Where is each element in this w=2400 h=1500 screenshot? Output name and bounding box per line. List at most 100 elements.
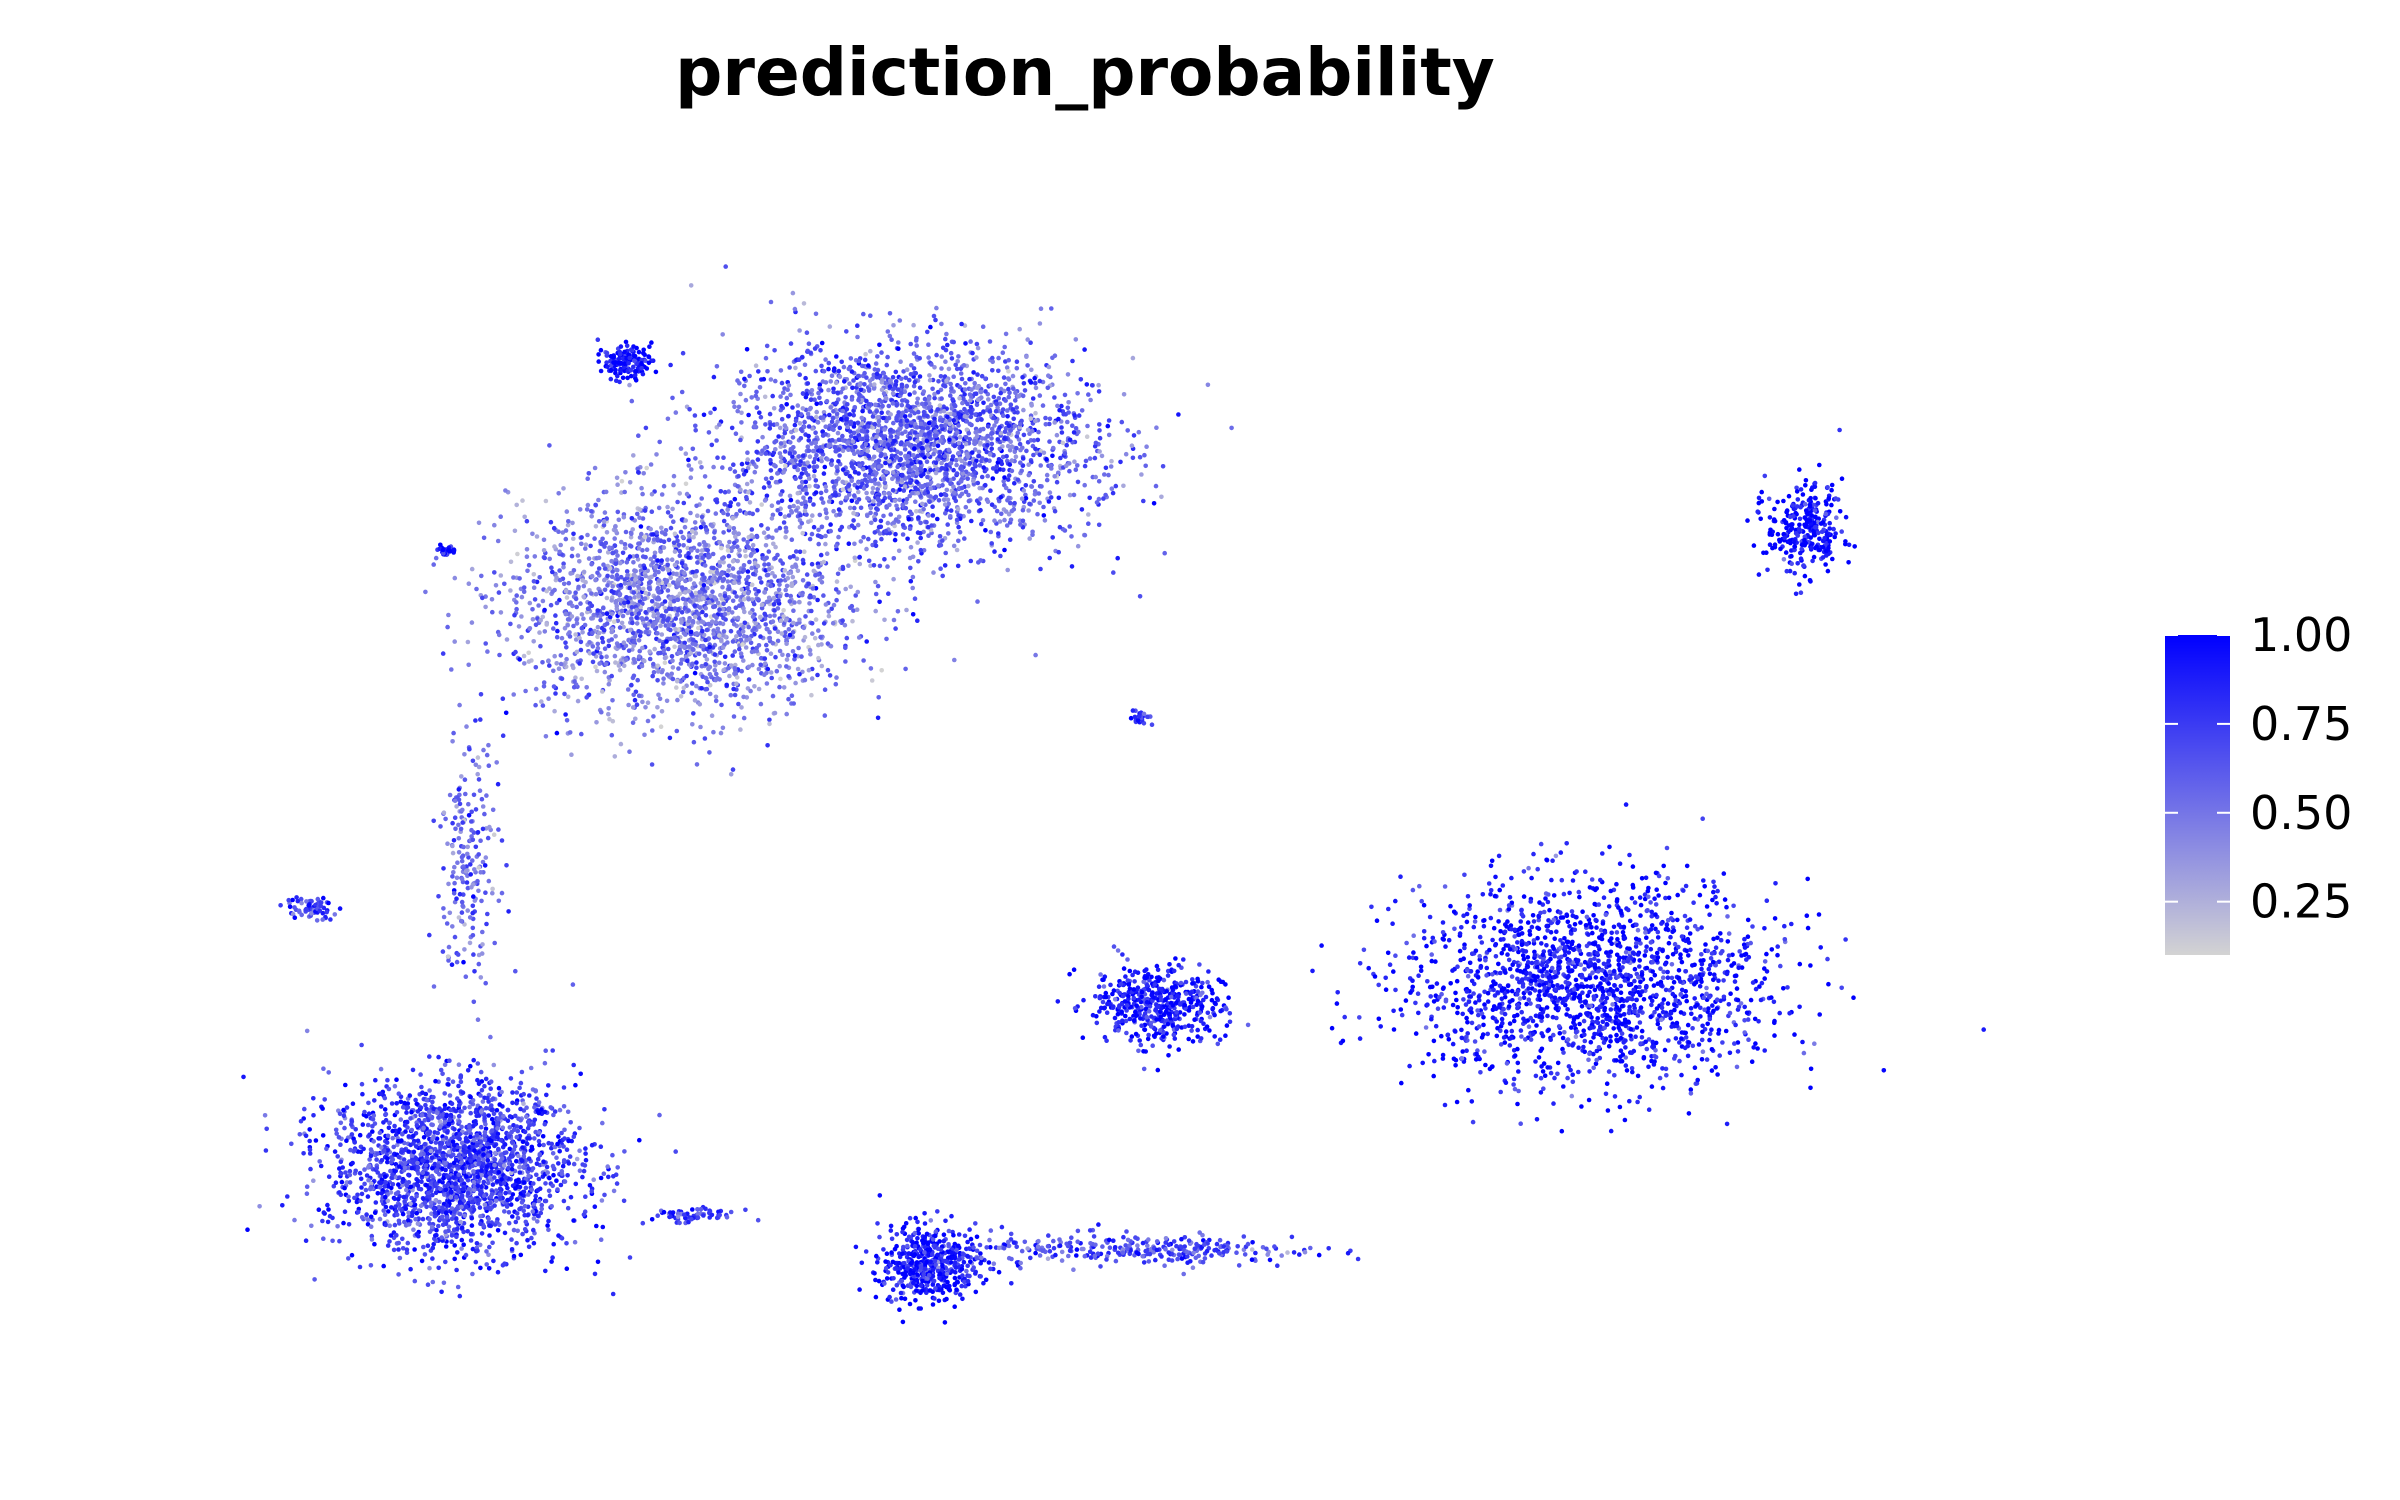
data-point [1075, 463, 1080, 468]
data-point [680, 534, 686, 540]
data-point [679, 610, 685, 615]
data-point [656, 590, 662, 595]
data-point [502, 581, 507, 587]
data-point [670, 676, 676, 682]
data-point [731, 621, 737, 627]
data-point [892, 498, 898, 504]
data-point [579, 535, 584, 540]
data-point [953, 362, 958, 368]
data-point [741, 596, 747, 602]
data-point [665, 672, 670, 677]
data-point [816, 390, 821, 396]
data-point [1047, 439, 1052, 444]
data-point [727, 466, 733, 472]
data-point [872, 421, 878, 427]
data-point [523, 688, 528, 694]
data-point [492, 570, 497, 575]
data-point [737, 381, 742, 386]
data-point [819, 363, 824, 369]
data-point [868, 313, 873, 319]
data-point [916, 409, 921, 415]
data-point [1046, 364, 1052, 370]
data-point [728, 500, 734, 505]
data-point [549, 565, 554, 570]
data-point [595, 645, 601, 651]
data-point [775, 471, 780, 476]
data-point [762, 498, 768, 503]
data-point [722, 502, 727, 507]
data-point [727, 539, 732, 545]
data-point [857, 382, 863, 388]
data-point [914, 425, 920, 430]
data-point [601, 562, 606, 567]
data-point [908, 565, 913, 571]
data-point [840, 487, 846, 492]
data-point [1070, 358, 1075, 364]
data-point [558, 542, 563, 548]
data-point [720, 584, 725, 590]
data-point [629, 516, 635, 521]
data-point [1055, 403, 1060, 409]
data-point [899, 402, 905, 408]
data-point [610, 584, 615, 589]
data-point [521, 653, 527, 659]
data-point [783, 587, 788, 593]
data-point [826, 613, 832, 619]
data-point [712, 530, 717, 535]
data-point [1086, 512, 1091, 517]
data-point [739, 461, 745, 467]
data-point [531, 639, 536, 644]
data-point [951, 418, 956, 423]
data-point [851, 510, 856, 516]
data-point [723, 264, 728, 269]
data-point [600, 639, 606, 645]
data-point [956, 524, 961, 530]
data-point [688, 577, 693, 582]
data-point [642, 623, 648, 628]
data-point [467, 915, 473, 920]
data-point [1021, 407, 1026, 413]
data-point [776, 587, 782, 593]
data-point [890, 391, 896, 396]
data-point [805, 460, 810, 466]
data-point [1027, 501, 1032, 507]
data-point [498, 573, 504, 578]
data-point [558, 661, 564, 667]
data-point [495, 781, 501, 787]
data-point [1030, 396, 1036, 401]
data-point [981, 465, 986, 470]
data-point [945, 497, 951, 503]
data-point [702, 474, 708, 479]
data-point [758, 614, 763, 620]
data-point [665, 557, 670, 562]
data-point [928, 467, 933, 473]
data-point [547, 556, 552, 562]
data-point [679, 576, 684, 582]
data-point [676, 581, 681, 586]
data-point [983, 482, 988, 488]
data-point [585, 476, 590, 482]
data-point [701, 620, 706, 625]
data-point [625, 687, 631, 692]
data-point [431, 562, 437, 567]
data-point [858, 505, 864, 511]
data-point [834, 400, 839, 406]
data-point [604, 654, 609, 659]
data-point [800, 453, 806, 459]
data-point [653, 564, 658, 570]
data-point [942, 454, 947, 459]
data-point [1016, 394, 1021, 399]
data-point [725, 548, 731, 553]
data-point [964, 435, 969, 440]
data-point [840, 433, 845, 439]
data-point [671, 519, 676, 524]
data-point [1086, 521, 1091, 526]
data-point [911, 322, 916, 328]
data-point [484, 752, 490, 758]
data-point [747, 510, 752, 516]
data-point [476, 520, 482, 526]
data-point [668, 514, 674, 519]
data-point [721, 455, 726, 461]
data-point [641, 471, 646, 476]
data-point [472, 969, 477, 974]
